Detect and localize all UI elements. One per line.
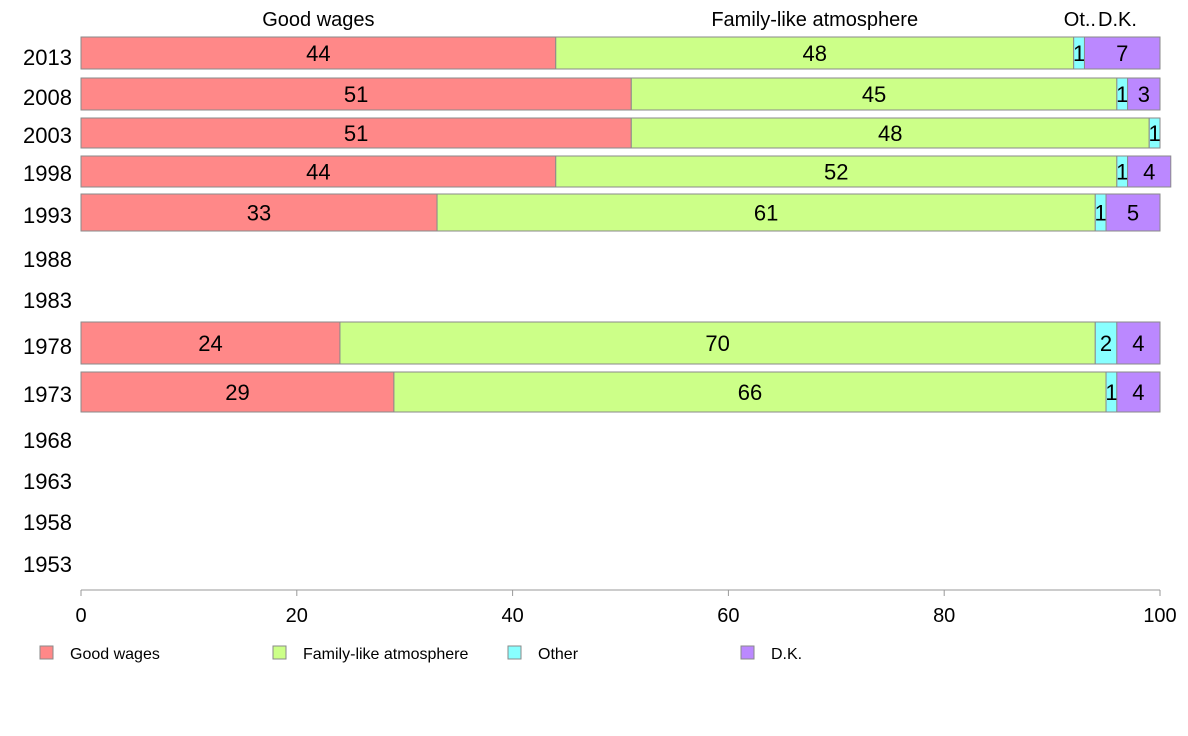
y-tick-label-1998: 1998 — [23, 161, 72, 186]
legend-label-family-like-atmosphere: Family-like atmosphere — [303, 646, 468, 663]
legend-label-good-wages: Good wages — [70, 646, 160, 663]
y-tick-label-1963: 1963 — [23, 469, 72, 494]
bar-2003-family-like-atmosphere — [630, 117, 1150, 149]
data-label-1973-other: 1 — [1105, 380, 1117, 405]
legend-swatch-other — [507, 645, 522, 660]
top-label-family-like-atmosphere: Family-like atmosphere — [711, 9, 918, 31]
data-label-2013-good-wages: 44 — [306, 41, 330, 66]
top-series-labels: Good wages Family-like atmosphere Ot.. D.K. — [262, 9, 1137, 31]
bar-1993-good-wages — [80, 193, 438, 232]
y-tick-label-2013: 2013 — [23, 45, 72, 70]
bar-2003-other — [1148, 117, 1161, 149]
legend-label-d-k: D.K. — [771, 646, 802, 663]
bar-1993-d-k — [1105, 193, 1161, 232]
data-label-2003-good-wages: 51 — [344, 121, 368, 146]
data-label-1998-family-like-atmosphere: 52 — [824, 160, 848, 185]
data-label-2008-other: 1 — [1116, 82, 1128, 107]
data-label-2003-family-like-atmosphere: 48 — [878, 121, 902, 146]
data-label-2008-good-wages: 51 — [344, 82, 368, 107]
y-tick-label-1993: 1993 — [23, 203, 72, 228]
bars: 44 48 1 751 45 1 351 48 144 52 1 433 61 1 524 70 2 429 66 1… — [80, 36, 1172, 413]
y-tick-label-1978: 1978 — [23, 334, 72, 359]
data-label-2008-family-like-atmosphere: 45 — [862, 82, 886, 107]
bar-2008-d-k — [1127, 77, 1161, 111]
y-tick-label-1988: 1988 — [23, 247, 72, 272]
data-label-1998-other: 1 — [1116, 160, 1128, 185]
bar-2003-good-wages — [80, 117, 632, 149]
x-axis: 0 20 40 60 80 100 — [75, 589, 1177, 627]
bar-2008-family-like-atmosphere — [630, 77, 1118, 111]
legend-label-other: Other — [538, 646, 579, 663]
data-label-1978-good-wages: 24 — [198, 331, 222, 356]
data-label-1978-d-k: 4 — [1132, 331, 1144, 356]
data-label-1973-family-like-atmosphere: 66 — [738, 380, 762, 405]
x-tick-label-100: 100 — [1143, 605, 1176, 627]
y-tick-label-2008: 2008 — [23, 85, 72, 110]
bar-1978-d-k — [1116, 321, 1161, 365]
data-label-1978-other: 2 — [1100, 331, 1112, 356]
data-label-1993-d-k: 5 — [1127, 201, 1139, 226]
data-label-1993-good-wages: 33 — [247, 201, 271, 226]
data-label-2013-other: 1 — [1073, 41, 1085, 66]
legend-swatch-family-like-atmosphere — [272, 645, 287, 660]
y-tick-label-2003: 2003 — [23, 123, 72, 148]
data-label-2008-d-k: 3 — [1138, 82, 1150, 107]
top-label-good-wages: Good wages — [262, 9, 374, 31]
data-label-2003-other: 1 — [1148, 121, 1160, 146]
legend-swatch-d-k — [740, 645, 755, 660]
bar-1973-d-k — [1116, 371, 1161, 413]
bar-2013-good-wages — [80, 36, 557, 70]
data-label-1993-family-like-atmosphere: 61 — [754, 201, 778, 226]
x-tick-label-40: 40 — [501, 605, 523, 627]
bar-1993-family-like-atmosphere — [436, 193, 1096, 232]
bar-1998-good-wages — [80, 155, 557, 188]
data-label-1978-family-like-atmosphere: 70 — [705, 331, 729, 356]
x-tick-label-20: 20 — [286, 605, 308, 627]
top-label-other: Ot.. — [1064, 9, 1096, 31]
bar-1998-d-k — [1127, 155, 1172, 188]
y-tick-label-1973: 1973 — [23, 382, 72, 407]
x-tick-label-80: 80 — [933, 605, 955, 627]
bar-2013-d-k — [1083, 36, 1161, 70]
legend: Good wages Family-like atmosphere Other D.K… — [39, 645, 802, 663]
data-label-1973-d-k: 4 — [1132, 380, 1144, 405]
legend-swatch-good-wages — [39, 645, 54, 660]
x-tick-label-60: 60 — [717, 605, 739, 627]
x-tick-label-0: 0 — [75, 605, 86, 627]
y-tick-label-1958: 1958 — [23, 510, 72, 535]
data-label-1993-other: 1 — [1095, 201, 1107, 226]
y-tick-label-1983: 1983 — [23, 288, 72, 313]
y-axis-labels: 2013 2008 2003 1998 1993 1988 1983 1978 1973 1968… — [23, 45, 72, 577]
y-tick-label-1953: 1953 — [23, 552, 72, 577]
y-tick-label-1968: 1968 — [23, 428, 72, 453]
data-label-2013-family-like-atmosphere: 48 — [802, 41, 826, 66]
bar-1973-good-wages — [80, 371, 395, 413]
data-label-2013-d-k: 7 — [1116, 41, 1128, 66]
data-label-1973-good-wages: 29 — [225, 380, 249, 405]
top-label-d-k: D.K. — [1098, 9, 1137, 31]
data-label-1998-good-wages: 44 — [306, 160, 330, 185]
bar-1973-family-like-atmosphere — [393, 371, 1107, 413]
data-label-1998-d-k: 4 — [1143, 160, 1155, 185]
bar-2013-family-like-atmosphere — [555, 36, 1075, 70]
